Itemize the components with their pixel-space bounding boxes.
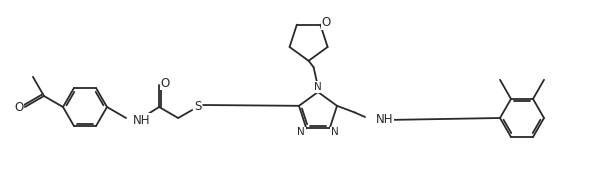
Text: NH: NH xyxy=(133,113,151,126)
Text: N: N xyxy=(314,82,322,92)
Text: N: N xyxy=(297,127,305,137)
Text: NH: NH xyxy=(376,112,394,125)
Text: O: O xyxy=(322,16,331,29)
Text: O: O xyxy=(14,100,23,113)
Text: S: S xyxy=(195,100,202,112)
Text: O: O xyxy=(160,77,170,90)
Text: N: N xyxy=(331,127,338,137)
